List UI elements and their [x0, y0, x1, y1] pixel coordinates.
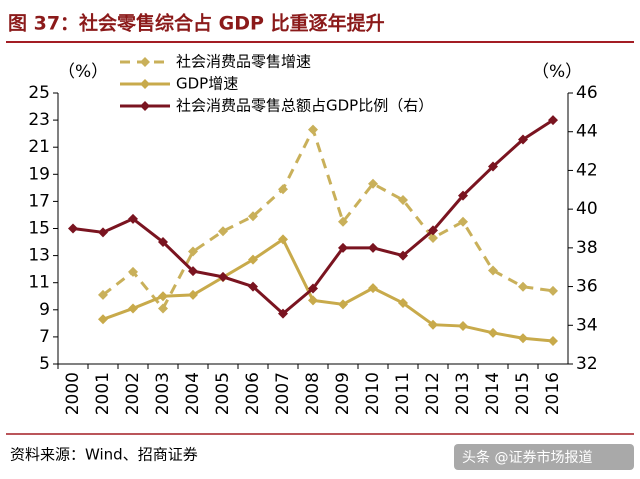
point	[338, 242, 348, 253]
point	[488, 161, 498, 172]
x-tick-label: 2001	[93, 372, 113, 415]
y2-tick-label: 38	[576, 238, 598, 258]
legend-label: 社会消费品零售总额占GDP比例（右）	[176, 97, 433, 115]
point	[548, 335, 558, 346]
x-tick-label: 2011	[393, 372, 413, 415]
point	[308, 295, 318, 306]
point	[368, 178, 378, 189]
point	[248, 254, 258, 265]
point	[458, 216, 468, 227]
point	[428, 319, 438, 330]
point	[458, 190, 468, 201]
point	[158, 237, 168, 248]
y2-unit: （%）	[532, 62, 582, 82]
point	[338, 299, 348, 310]
point	[368, 283, 378, 294]
y-tick-label: 11	[28, 273, 50, 293]
x-tick-label: 2006	[243, 372, 263, 415]
point	[248, 281, 258, 292]
y-tick-label: 9	[39, 300, 50, 320]
x-tick-label: 2004	[183, 372, 203, 415]
x-tick-label: 2005	[213, 372, 233, 415]
point	[368, 242, 378, 253]
x-tick-label: 2009	[333, 372, 353, 415]
source: 资料来源：Wind、招商证券	[10, 446, 198, 464]
point	[158, 303, 168, 314]
point	[218, 226, 228, 237]
point	[278, 308, 288, 319]
y-tick-label: 21	[28, 137, 50, 157]
x-tick-label: 2013	[453, 372, 473, 415]
y2-tick-label: 46	[576, 83, 598, 103]
x-tick-label: 2003	[153, 372, 173, 415]
series-line	[102, 237, 554, 343]
y2-tick-label: 36	[576, 277, 598, 297]
point	[158, 291, 168, 302]
legend-label: 社会消费品零售增速	[176, 53, 311, 71]
point	[128, 303, 138, 314]
point	[488, 265, 498, 276]
point	[458, 321, 468, 332]
x-tick-label: 2000	[63, 372, 83, 415]
point	[548, 115, 558, 126]
x-tick-label: 2002	[123, 372, 143, 415]
legend-marker	[140, 79, 150, 89]
y2-tick-label: 44	[576, 122, 598, 142]
point	[338, 216, 348, 227]
point	[128, 213, 138, 224]
point	[518, 281, 528, 292]
y2-tick-label: 40	[576, 199, 598, 219]
point	[248, 211, 258, 222]
watermark-bg	[454, 444, 634, 470]
point	[278, 184, 288, 195]
point	[188, 289, 198, 300]
y-unit: （%）	[58, 62, 108, 82]
x-tick-label: 2008	[303, 372, 323, 415]
x-tick-label: 2014	[483, 372, 503, 415]
point	[98, 227, 108, 238]
point	[308, 124, 318, 135]
point	[518, 333, 528, 344]
point	[218, 271, 228, 282]
x-tick-label: 2010	[363, 372, 383, 415]
y2-tick-label: 32	[576, 354, 598, 374]
point	[68, 223, 78, 234]
series-line	[102, 125, 554, 312]
legend-label: GDP增速	[176, 75, 238, 93]
point	[98, 289, 108, 300]
x-tick-label: 2015	[513, 372, 533, 415]
y-tick-label: 5	[39, 354, 50, 374]
point	[278, 234, 288, 245]
y-tick-label: 23	[28, 110, 50, 130]
x-tick-label: 2012	[423, 372, 443, 415]
watermark: 头条 @证券市场报道	[462, 449, 592, 466]
chart-title: 图 37：社会零售综合占 GDP 比重逐年提升	[8, 12, 385, 35]
point	[398, 298, 408, 309]
point	[518, 134, 528, 145]
point	[98, 314, 108, 325]
legend-marker	[140, 57, 150, 67]
y2-tick-label: 42	[576, 160, 598, 180]
point	[428, 225, 438, 236]
y-tick-label: 7	[39, 327, 50, 347]
point	[188, 266, 198, 277]
legend-marker	[140, 101, 150, 111]
point	[308, 283, 318, 294]
point	[398, 195, 408, 206]
point	[428, 232, 438, 243]
y-tick-label: 15	[28, 219, 50, 239]
point	[488, 327, 498, 338]
y-tick-label: 13	[28, 246, 50, 266]
point	[398, 250, 408, 261]
y2-tick-label: 34	[576, 315, 598, 335]
point	[548, 285, 558, 296]
point	[188, 246, 198, 257]
point	[128, 266, 138, 277]
x-tick-label: 2007	[273, 372, 293, 415]
y-tick-label: 19	[28, 164, 50, 184]
y-tick-label: 25	[28, 83, 50, 103]
y-tick-label: 17	[28, 191, 50, 211]
x-tick-label: 2016	[543, 372, 563, 415]
